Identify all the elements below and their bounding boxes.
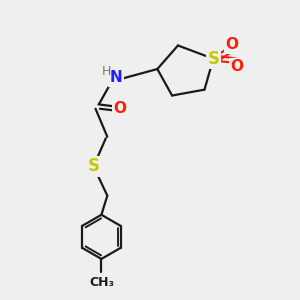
Text: S: S bbox=[207, 50, 219, 68]
Text: O: O bbox=[225, 38, 239, 52]
Text: O: O bbox=[113, 101, 126, 116]
Text: O: O bbox=[230, 59, 243, 74]
Text: N: N bbox=[110, 70, 122, 86]
Text: H: H bbox=[102, 65, 111, 78]
Text: CH₃: CH₃ bbox=[89, 276, 114, 289]
Text: S: S bbox=[88, 157, 100, 175]
